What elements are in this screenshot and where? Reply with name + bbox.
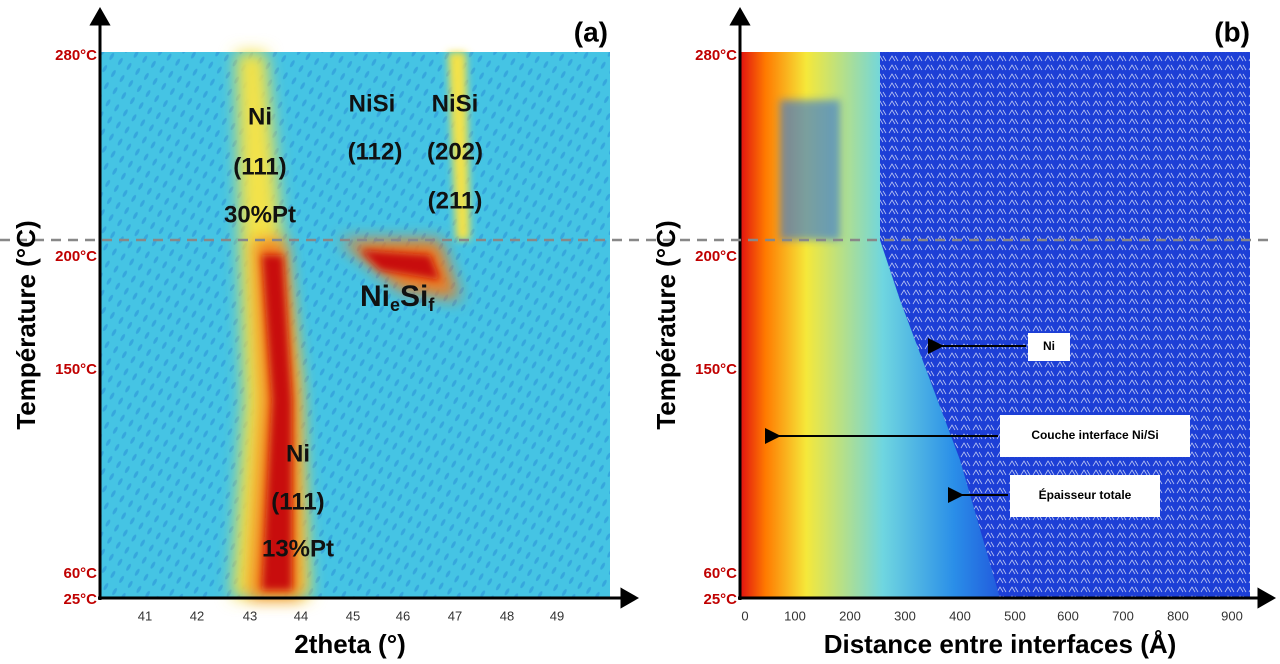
phase-part: Ni (360, 280, 390, 313)
x-tick-label: 44 (294, 608, 308, 623)
x-tick-label: 800 (1167, 608, 1189, 623)
heatmap-b (740, 52, 1250, 598)
y-axis-title: Température (°C) (11, 220, 41, 429)
y-tick-label: 150°C (55, 361, 97, 378)
x-axis-title: Distance entre interfaces (Å) (824, 629, 1177, 659)
x-tick-label: 43 (243, 608, 257, 623)
annotation: NiSi (432, 90, 479, 117)
x-tick-label: 100 (784, 608, 806, 623)
annotation: Ni (248, 103, 272, 130)
annotation: Couche interface Ni/Si (1031, 428, 1158, 442)
y-tick-label: 25°C (703, 591, 737, 608)
annotation: Ni (1043, 339, 1055, 353)
annotation: Épaisseur totale (1039, 487, 1132, 502)
x-tick-label: 300 (894, 608, 916, 623)
panel-label: (a) (574, 16, 608, 47)
phase-part: Si (400, 280, 428, 313)
y-tick-label: 25°C (63, 591, 97, 608)
phase-sub: f (428, 295, 435, 315)
y-tick-label: 200°C (695, 248, 737, 265)
annotation: (202) (427, 138, 483, 165)
y-axis-title: Température (°C) (651, 220, 681, 429)
x-tick-label: 400 (949, 608, 971, 623)
phase-sub: e (390, 295, 400, 315)
x-tick-label: 500 (1004, 608, 1026, 623)
x-tick-label: 900 (1221, 608, 1243, 623)
annotation: NiSi (349, 90, 396, 117)
annotation: (112) (348, 138, 403, 165)
x-tick-label: 700 (1112, 608, 1134, 623)
panel-label: (b) (1214, 16, 1250, 47)
x-tick-label: 49 (550, 608, 564, 623)
x-axis-title: 2theta (°) (294, 629, 406, 659)
x-tick-label: 42 (190, 608, 204, 623)
y-tick-label: 280°C (695, 47, 737, 64)
y-tick-label: 200°C (55, 248, 97, 265)
y-tick-label: 60°C (703, 565, 737, 582)
y-tick-label: 60°C (63, 565, 97, 582)
phase-label: NieSif (360, 280, 435, 315)
y-tick-label: 280°C (55, 47, 97, 64)
annotation: 13%Pt (262, 535, 334, 562)
annotation-box (1028, 333, 1070, 361)
annotation: (111) (233, 153, 286, 180)
annotation: Ni (286, 440, 310, 467)
annotation-box (1000, 415, 1190, 457)
annotations-b: Ni Couche interface Ni/Si Épaisseur tota… (765, 333, 1190, 517)
annotations-a: Ni (111) 30%Pt NiSi (112) NiSi (202) (21… (224, 90, 483, 562)
x-tick-label: 46 (396, 608, 410, 623)
x-tick-label: 45 (346, 608, 360, 623)
annotation: (111) (271, 488, 324, 515)
x-tick-label: 200 (839, 608, 861, 623)
x-tick-label: 41 (138, 608, 152, 623)
heatmap-a (100, 52, 610, 598)
annotation: (211) (428, 187, 483, 214)
x-tick-label: 48 (500, 608, 514, 623)
y-tick-label: 150°C (695, 361, 737, 378)
x-tick-label: 600 (1057, 608, 1079, 623)
x-tick-label: 47 (448, 608, 462, 623)
axes (89, 6, 1277, 609)
annotation: 30%Pt (224, 201, 296, 228)
x-tick-label: 0 (741, 608, 748, 623)
annotation-box (1010, 475, 1160, 517)
